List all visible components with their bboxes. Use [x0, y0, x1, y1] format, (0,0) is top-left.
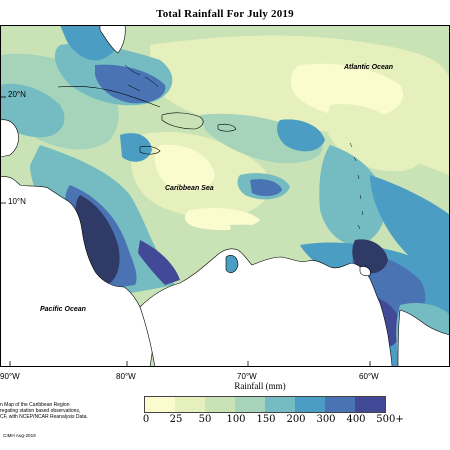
land-hispaniola — [161, 112, 204, 130]
footnote-line-3: CF, with NCEP/NCAR Reanalysis Data. — [0, 414, 88, 421]
rain-zone-dry-south-sea — [184, 208, 260, 231]
legend-tick-200: 200 — [286, 414, 306, 425]
lat-tick-marks — [0, 96, 6, 204]
legend-color-bar — [144, 396, 386, 413]
legend-tick-500plus: 500+ — [376, 414, 404, 425]
lon-label-70w: 70°W — [237, 372, 257, 381]
rain-zone-dry-central — [154, 144, 215, 191]
lon-label-90w: 90°W — [0, 372, 20, 381]
rainfall-map — [0, 25, 450, 367]
lon-label-60w: 60°W — [359, 372, 379, 381]
rain-zone-dry-venezuela — [230, 224, 305, 250]
land-bahamas — [124, 64, 159, 92]
legend-tick-150: 150 — [256, 414, 276, 425]
legend-swatch-150 — [265, 397, 295, 412]
lat-label-20n: 20°N — [8, 90, 26, 99]
footnote-line-1: n Map of the Caribbean Region — [0, 402, 70, 408]
legend-swatch-25 — [175, 397, 205, 412]
rain-zone-panama-coast — [138, 240, 180, 285]
caribbean-sea-label: Caribbean Sea — [165, 185, 214, 192]
legend-swatch-300 — [325, 397, 355, 412]
legend-swatch-0 — [145, 397, 175, 412]
land-yucatan — [0, 119, 19, 158]
land-guianas — [397, 309, 450, 367]
legend-swatch-100 — [235, 397, 265, 412]
legend-swatch-400 — [355, 397, 385, 412]
legend-tick-50: 50 — [198, 414, 212, 425]
rain-zone-lesser-antilles — [319, 145, 386, 246]
legend-tick-300: 300 — [316, 414, 336, 425]
land-south-america — [139, 248, 393, 367]
legend-swatch-50 — [205, 397, 235, 412]
credit-label: CIMH Aug-2019 — [3, 433, 36, 438]
rain-zone-heavy-caribbean-center — [250, 179, 282, 197]
land-florida — [99, 25, 126, 54]
lon-tick-marks — [9, 361, 371, 367]
rain-zone-orinoco-max — [352, 239, 388, 274]
chart-title: Total Rainfall For July 2019 — [156, 8, 294, 20]
lon-label-80w: 80°W — [116, 372, 136, 381]
rain-zone-wet-west — [0, 83, 65, 138]
land-lake-maracaibo — [225, 255, 239, 274]
legend-swatch-200 — [295, 397, 325, 412]
land-cuba — [57, 85, 161, 108]
rain-zone-wet-puerto-rico — [277, 119, 325, 152]
legend-tick-0: 0 — [142, 414, 150, 425]
footnote: n Map of the Caribbean Region regating s… — [0, 402, 118, 421]
rain-zone-driest — [290, 63, 404, 118]
rain-zone-heavy-bahamas — [95, 64, 166, 104]
land-jamaica — [139, 145, 161, 155]
legend-title: Rainfall (mm) — [234, 381, 286, 391]
legend-tick-400: 400 — [346, 414, 366, 425]
land-lesser-antilles — [349, 142, 364, 230]
lat-label-10n: 10°N — [8, 197, 26, 206]
pacific-ocean-label: Pacific Ocean — [40, 306, 86, 313]
legend-tick-25: 25 — [169, 414, 183, 425]
legend-tick-100: 100 — [226, 414, 246, 425]
atlantic-ocean-label: Atlantic Ocean — [344, 64, 394, 71]
rain-zone-wet-cuba-south — [120, 133, 152, 162]
land-puerto-rico — [217, 123, 237, 132]
land-trinidad — [359, 266, 371, 277]
footnote-line-2: regating station based observations, — [0, 408, 81, 415]
rain-zone-east-band — [370, 175, 450, 285]
